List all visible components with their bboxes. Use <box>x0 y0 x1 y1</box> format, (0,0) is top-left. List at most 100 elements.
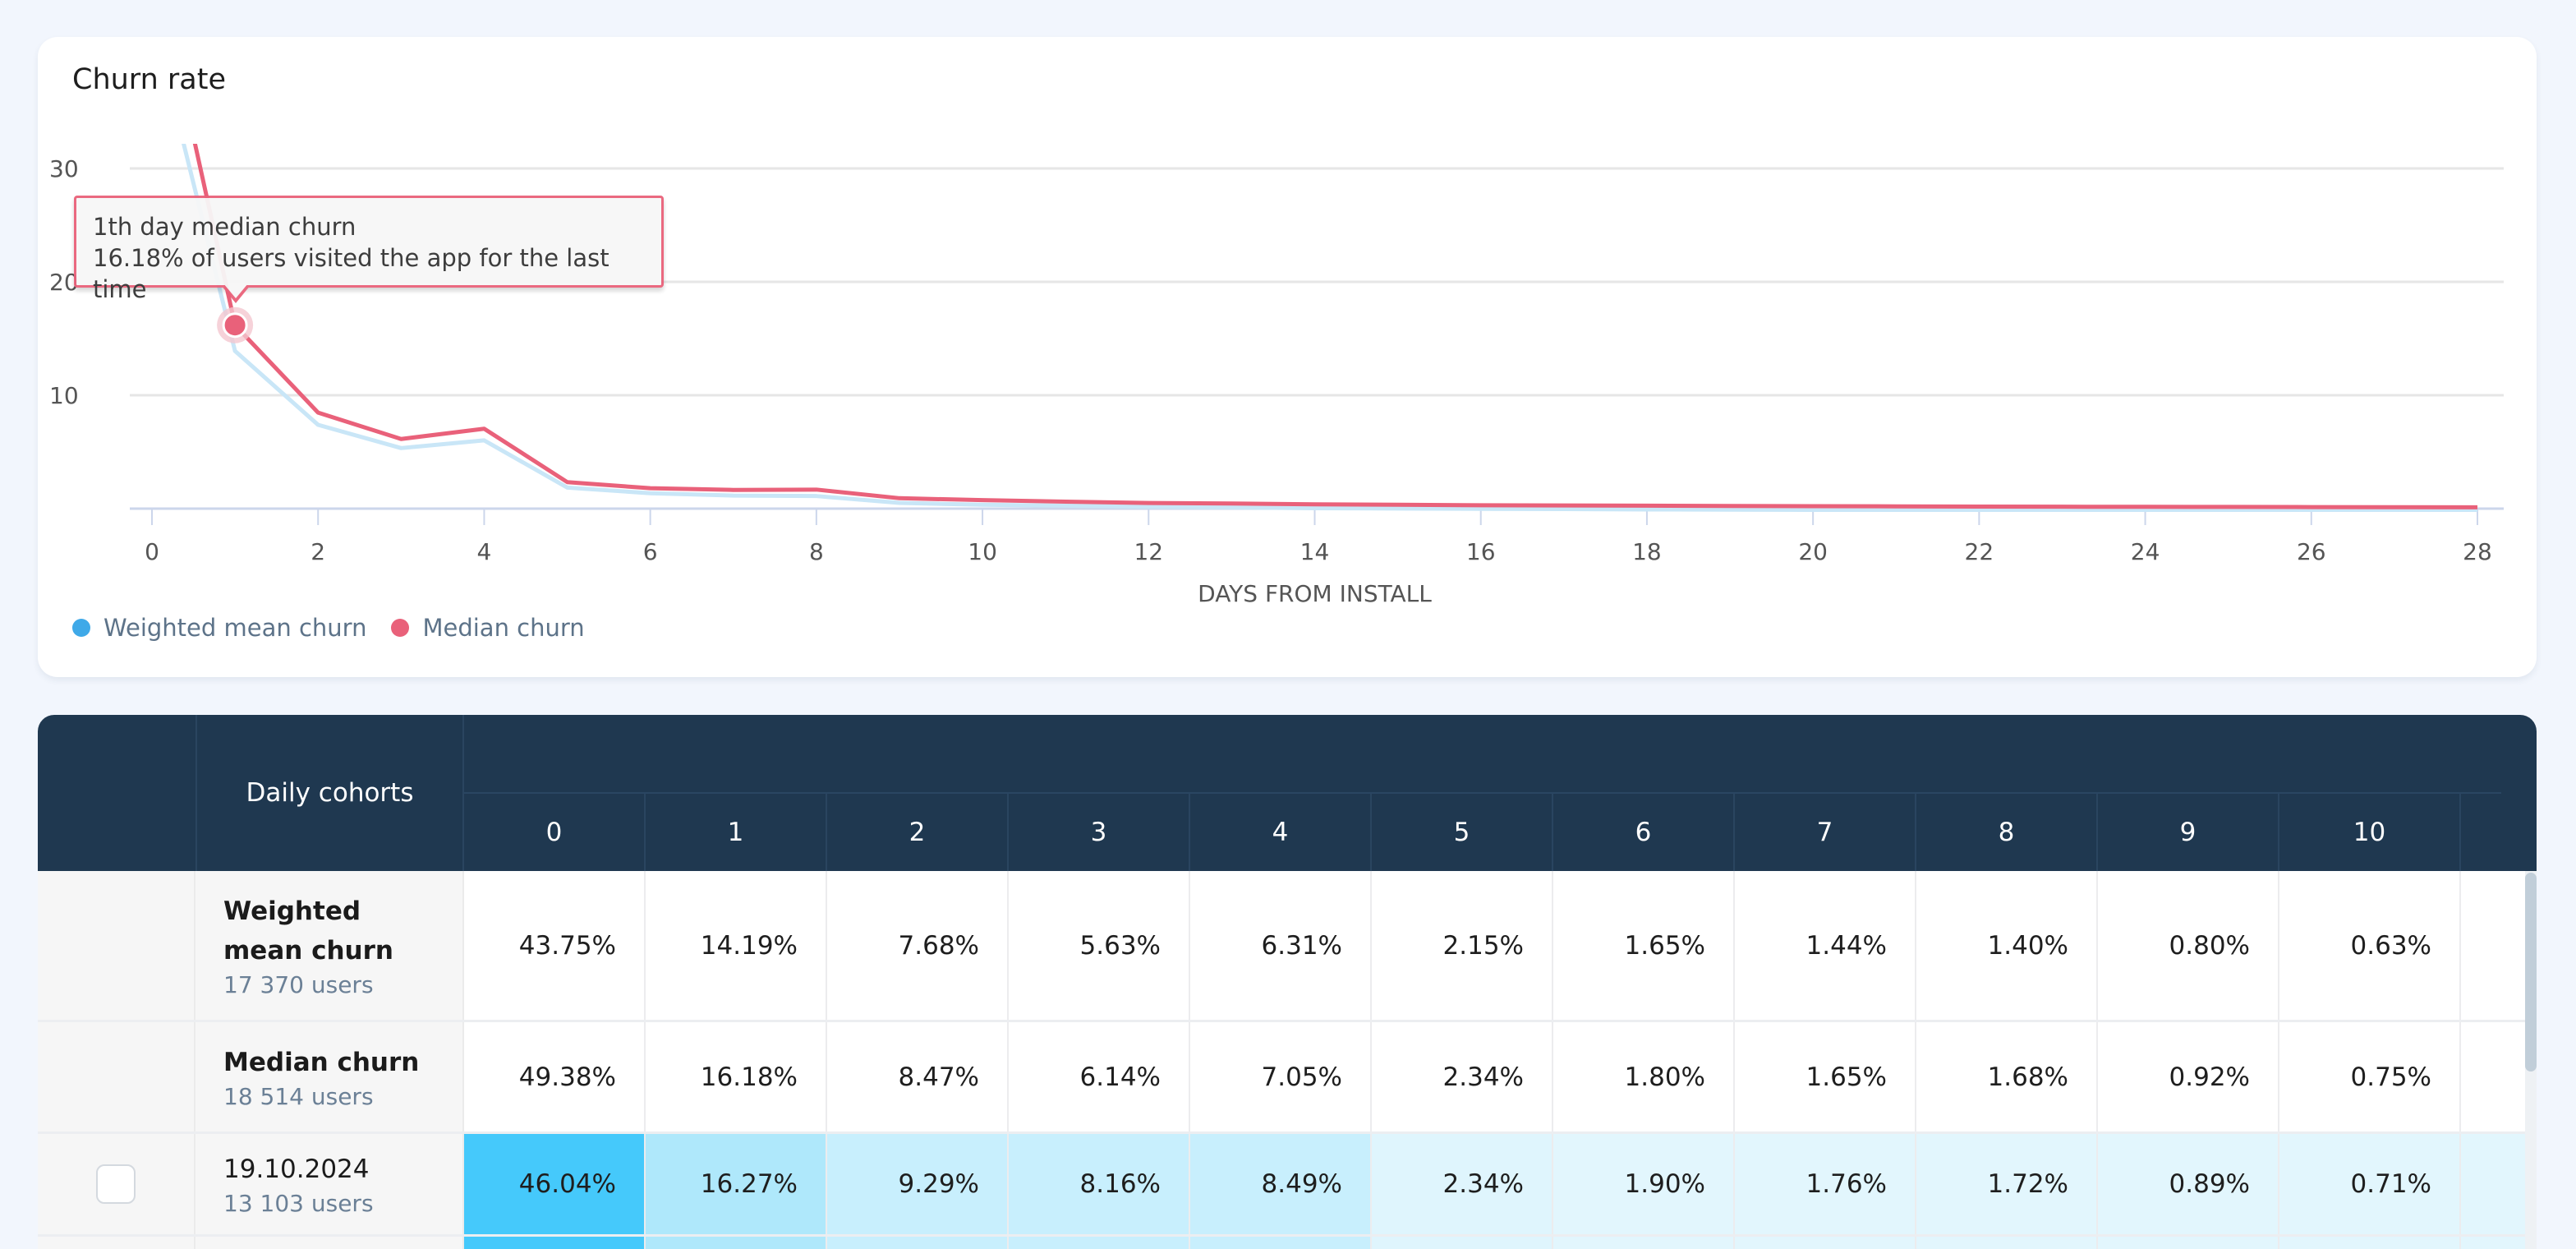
value-cell-day-4[interactable]: 7.05% <box>1190 1022 1372 1131</box>
chart-tooltip: 1th day median churn 16.18% of users vis… <box>74 196 664 303</box>
legend-item-weighted-mean[interactable]: Weighted mean churn <box>72 614 366 642</box>
header-day-3[interactable]: 3 <box>1009 794 1190 871</box>
value-cell-day-5[interactable] <box>1372 1237 1553 1249</box>
value-cell-day-1[interactable]: 16.18% <box>646 1022 827 1131</box>
row-title: Weighted mean churn <box>223 896 393 966</box>
header-day-9[interactable]: 9 <box>2098 794 2279 871</box>
value-cell-day-6[interactable]: 1.90% <box>1553 1134 1735 1234</box>
churn-chart-card: Churn rate 10 20 30 0 2 4 6 8 10 12 14 16 18 20 22 24 26… <box>38 37 2537 677</box>
value-cell-day-5[interactable]: 2.15% <box>1372 871 1553 1020</box>
value-cell-day-5[interactable]: 2.34% <box>1372 1134 1553 1234</box>
value-cell-day-10[interactable]: 0.75% <box>2279 1022 2461 1131</box>
value-cell-day-6[interactable]: 1.65% <box>1553 871 1735 1020</box>
legend-item-median[interactable]: Median churn <box>391 614 585 642</box>
x-tick-label: 26 <box>2297 538 2326 565</box>
value-cell-day-9[interactable]: 0.89% <box>2098 1134 2279 1234</box>
value-cell-day-6[interactable]: 1.80% <box>1553 1022 1735 1131</box>
vertical-scrollbar[interactable] <box>2525 871 2537 1249</box>
row-label-cell: Weighted mean churn 17 370 users <box>196 871 464 1020</box>
value-cell-day-0[interactable] <box>464 1237 646 1249</box>
value-cell-day-10[interactable]: 0.71% <box>2279 1134 2461 1234</box>
table-row-partial[interactable] <box>38 1237 2537 1249</box>
header-daily-cohorts[interactable]: Daily cohorts <box>196 715 464 871</box>
header-day-8[interactable]: 8 <box>1916 794 2098 871</box>
value-cell-day-1[interactable] <box>646 1237 827 1249</box>
y-tick-label: 30 <box>49 155 79 182</box>
value-cell-day-9[interactable]: 0.92% <box>2098 1022 2279 1131</box>
value-cell-day-6[interactable] <box>1553 1237 1735 1249</box>
value-cell-day-2[interactable]: 8.47% <box>827 1022 1009 1131</box>
header-day-10[interactable]: 10 <box>2279 794 2461 871</box>
row-select-cell <box>38 1022 196 1131</box>
row-checkbox[interactable] <box>96 1164 136 1204</box>
tooltip-text: 16.18% of users visited the app for the … <box>93 244 610 303</box>
value-cell-day-3[interactable]: 5.63% <box>1009 871 1190 1020</box>
value-cell-day-11[interactable] <box>2461 1134 2537 1234</box>
legend-dot-icon <box>72 619 90 637</box>
table-row[interactable]: Weighted mean churn 17 370 users 43.75% 14.… <box>38 871 2537 1022</box>
scrollbar-thumb[interactable] <box>2525 873 2537 1072</box>
value-cell-day-10[interactable]: 0.63% <box>2279 871 2461 1020</box>
x-tick-label: 24 <box>2131 538 2160 565</box>
legend-label: Weighted mean churn <box>104 614 367 642</box>
value-cell-day-0[interactable]: 46.04% <box>464 1134 646 1234</box>
value-cell-day-8[interactable]: 1.72% <box>1916 1134 2098 1234</box>
value-cell-day-8[interactable]: 1.68% <box>1916 1022 2098 1131</box>
row-label-cell: 19.10.2024 13 103 users <box>196 1134 464 1234</box>
row-users-count: 18 514 users <box>223 1082 374 1110</box>
value-cell-day-4[interactable]: 6.31% <box>1190 871 1372 1020</box>
value-cell-day-3[interactable]: 6.14% <box>1009 1022 1190 1131</box>
value-cell-day-10[interactable] <box>2279 1237 2461 1249</box>
value-cell-day-7[interactable] <box>1735 1237 1916 1249</box>
value-cell-day-7[interactable]: 1.65% <box>1735 1022 1916 1131</box>
value-cell-day-9[interactable] <box>2098 1237 2279 1249</box>
header-day-5[interactable]: 5 <box>1372 794 1553 871</box>
value-cell-day-1[interactable]: 14.19% <box>646 871 827 1020</box>
value-cell-day-2[interactable]: 7.68% <box>827 871 1009 1020</box>
header-day-4[interactable]: 4 <box>1190 794 1372 871</box>
value-cell-day-11[interactable] <box>2461 871 2537 1020</box>
x-tick-label: 6 <box>643 538 658 565</box>
value-cell-day-2[interactable] <box>827 1237 1009 1249</box>
value-cell-day-2[interactable]: 9.29% <box>827 1134 1009 1234</box>
series-line-median[interactable] <box>152 37 2478 509</box>
x-tick-label: 14 <box>1300 538 1330 565</box>
header-day-1[interactable]: 1 <box>646 794 827 871</box>
value-cell-day-7[interactable]: 1.76% <box>1735 1134 1916 1234</box>
header-day-11[interactable] <box>2461 794 2537 871</box>
y-tick-label: 20 <box>49 269 79 296</box>
table-header: Daily cohorts 0 1 2 3 4 5 6 7 8 9 10 <box>38 715 2537 871</box>
value-cell-day-7[interactable]: 1.44% <box>1735 871 1916 1020</box>
value-cell-day-1[interactable]: 16.27% <box>646 1134 827 1234</box>
value-cell-day-4[interactable]: 8.49% <box>1190 1134 1372 1234</box>
row-label-cell: Median churn 18 514 users <box>196 1022 464 1131</box>
header-day-2[interactable]: 2 <box>827 794 1009 871</box>
chart-legend: Weighted mean churn Median churn <box>72 614 610 642</box>
row-title: 19.10.2024 <box>223 1155 370 1184</box>
x-tick-label: 18 <box>1632 538 1662 565</box>
x-tick-label: 10 <box>968 538 997 565</box>
value-cell-day-9[interactable]: 0.80% <box>2098 871 2279 1020</box>
value-cell-day-3[interactable]: 8.16% <box>1009 1134 1190 1234</box>
header-day-0[interactable]: 0 <box>464 794 646 871</box>
value-cell-day-0[interactable]: 49.38% <box>464 1022 646 1131</box>
value-cell-day-11[interactable] <box>2461 1022 2537 1131</box>
x-tick-label: 2 <box>310 538 325 565</box>
value-cell-day-3[interactable] <box>1009 1237 1190 1249</box>
value-cell-day-11[interactable] <box>2461 1237 2537 1249</box>
table-row[interactable]: 19.10.2024 13 103 users 46.04% 16.27% 9.29% 8… <box>38 1134 2537 1237</box>
x-tick-label: 20 <box>1798 538 1828 565</box>
highlight-point[interactable] <box>222 312 248 339</box>
value-cell-day-0[interactable]: 43.75% <box>464 871 646 1020</box>
row-users-count: 17 370 users <box>223 970 374 998</box>
row-select-cell <box>38 871 196 1020</box>
value-cell-day-8[interactable] <box>1916 1237 2098 1249</box>
value-cell-day-5[interactable]: 2.34% <box>1372 1022 1553 1131</box>
header-day-7[interactable]: 7 <box>1735 794 1916 871</box>
x-tick-label: 0 <box>145 538 159 565</box>
value-cell-day-4[interactable] <box>1190 1237 1372 1249</box>
header-day-6[interactable]: 6 <box>1553 794 1735 871</box>
table-row[interactable]: Median churn 18 514 users 49.38% 16.18% 8.47… <box>38 1022 2537 1134</box>
series-line-weighted-mean[interactable] <box>152 37 2477 512</box>
value-cell-day-8[interactable]: 1.40% <box>1916 871 2098 1020</box>
